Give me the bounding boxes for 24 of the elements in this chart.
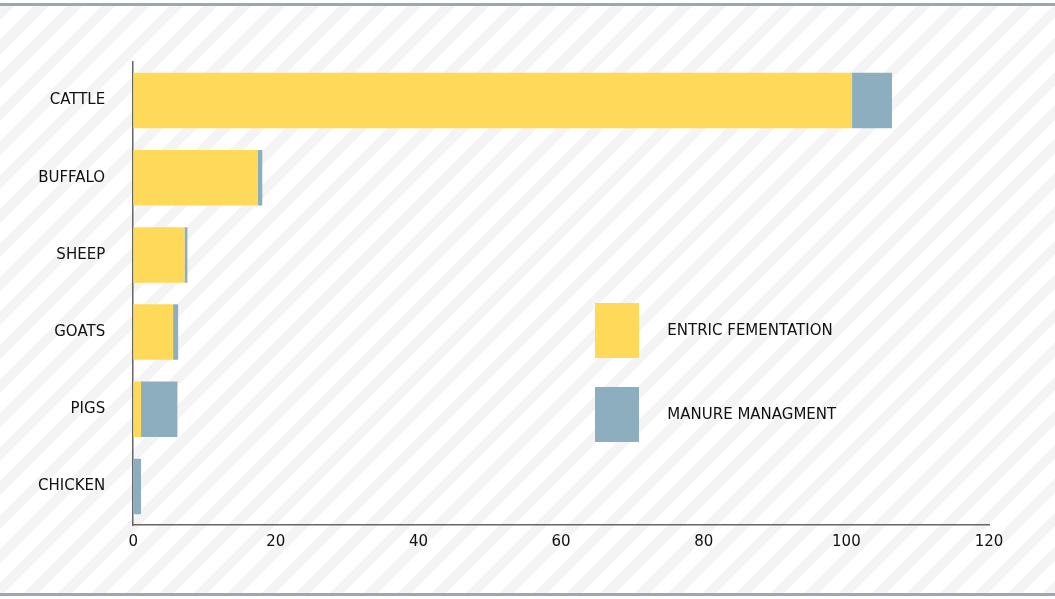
y-tick-label: BUFFALO (38, 167, 106, 186)
y-tick-label: CATTLE (49, 90, 106, 109)
x-tick-label: 120 (974, 531, 1004, 550)
bar (133, 381, 142, 438)
bar (257, 149, 263, 206)
bar (133, 149, 258, 206)
bar (133, 227, 185, 283)
bar (173, 304, 179, 360)
x-tick-label: 20 (266, 531, 286, 550)
y-tick-label: GOATS (54, 321, 106, 340)
text: MANURE MANAGMENT (667, 405, 837, 424)
bar (133, 72, 853, 129)
x-tick-label: 0 (128, 531, 138, 550)
y-tick-label: CHICKEN (38, 476, 106, 495)
y-tick-label: SHEEP (56, 244, 106, 263)
x-tick-label: 100 (832, 531, 861, 550)
x-tick-label: 40 (408, 531, 428, 550)
x-tick-label: 60 (551, 531, 571, 550)
x-tick-label: 80 (694, 531, 714, 550)
bar (852, 72, 893, 129)
y-tick-label: PIGS (70, 399, 106, 418)
bar (141, 381, 178, 438)
text: ENTRIC FEMENTATION (667, 321, 833, 340)
bar (133, 304, 174, 360)
